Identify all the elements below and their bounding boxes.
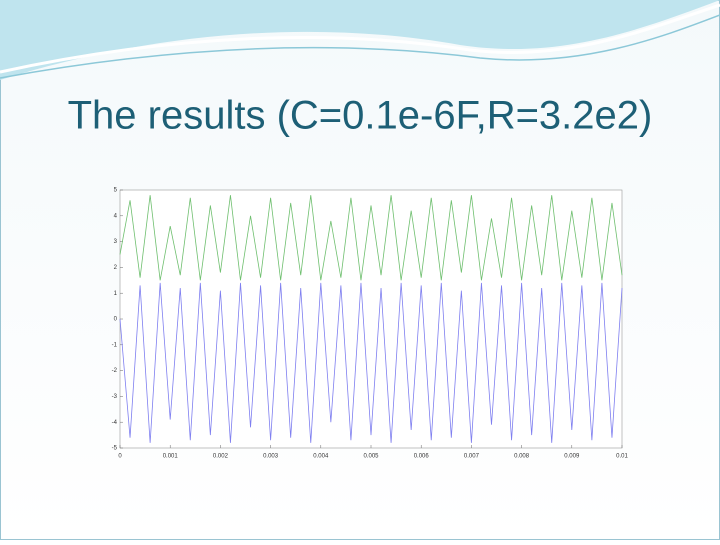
swoosh-line bbox=[0, 3, 720, 74]
y-tick-label: 2 bbox=[114, 265, 118, 271]
y-tick-label: -1 bbox=[112, 342, 118, 348]
x-tick-label: 0.003 bbox=[263, 454, 279, 460]
slide-title: The results (C=0.1e-6F,R=3.2e2) bbox=[68, 94, 653, 138]
y-tick-label: 5 bbox=[114, 188, 118, 194]
x-tick-label: 0.009 bbox=[564, 454, 580, 460]
y-tick-label: -3 bbox=[112, 394, 118, 400]
x-tick-label: 0.01 bbox=[616, 454, 628, 460]
x-tick-label: 0.004 bbox=[313, 454, 329, 460]
x-tick-label: 0.005 bbox=[363, 454, 379, 460]
y-tick-label: 3 bbox=[114, 239, 118, 245]
swoosh-line bbox=[0, 14, 720, 79]
x-tick-label: 0.007 bbox=[464, 454, 480, 460]
header-swoosh bbox=[0, 0, 720, 80]
series-line bbox=[119, 195, 623, 281]
series-line bbox=[119, 282, 623, 443]
y-tick-label: -2 bbox=[112, 368, 118, 374]
y-tick-label: -5 bbox=[112, 446, 118, 452]
y-tick-label: -4 bbox=[112, 420, 118, 426]
x-tick-label: 0.006 bbox=[414, 454, 430, 460]
x-tick-label: 0.008 bbox=[514, 454, 530, 460]
y-tick-label: 1 bbox=[114, 291, 118, 297]
plot: -5 -4 -3 -2 -1 0 1 2 3 4 5 0 0.001 0.002 0.003 0.004 0.0… bbox=[112, 188, 629, 460]
y-tick-label: 0 bbox=[114, 317, 118, 323]
x-tick-label: 0.001 bbox=[163, 454, 179, 460]
plot-area bbox=[119, 189, 623, 449]
y-tick-label: 4 bbox=[114, 213, 118, 219]
x-tick-label: 0 bbox=[118, 454, 122, 460]
x-tick-label: 0.002 bbox=[213, 454, 229, 460]
